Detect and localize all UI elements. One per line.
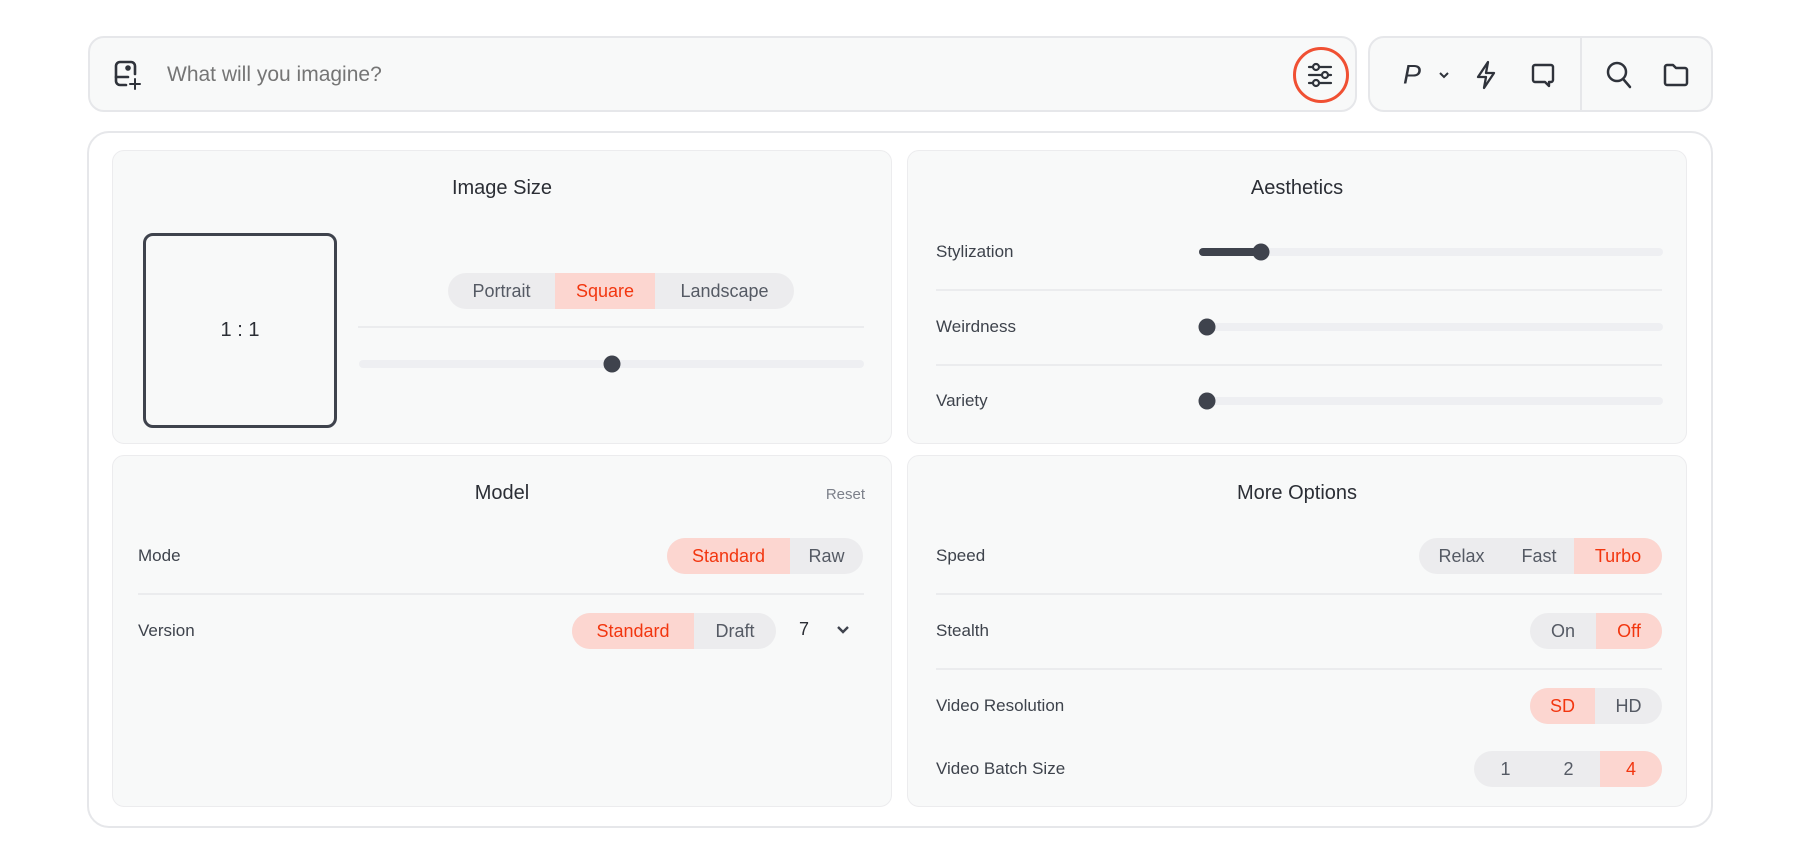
more-options-title: More Options: [1236, 482, 1358, 504]
slider-thumb[interactable]: [1198, 392, 1216, 410]
batch-size-4[interactable]: 4: [1600, 751, 1662, 787]
aspect-ratio-preview: 1 : 1: [143, 233, 337, 428]
speed-turbo[interactable]: Turbo: [1574, 538, 1662, 574]
toolbar-divider: [1580, 38, 1582, 110]
mode-standard[interactable]: Standard: [667, 538, 790, 574]
mode-selector: Standard Raw: [667, 538, 863, 574]
stealth-label: Stealth: [936, 621, 989, 640]
orientation-landscape[interactable]: Landscape: [680, 280, 769, 301]
divider: [936, 364, 1662, 366]
slider-thumb[interactable]: [1198, 318, 1216, 336]
chevron-down-icon: [837, 626, 849, 634]
variety-slider[interactable]: [1198, 392, 1663, 410]
settings-sliders-button[interactable]: [1293, 47, 1349, 103]
more-options-card: More Options Speed Relax Fast Turbo Stea…: [907, 455, 1687, 807]
mode-raw[interactable]: Raw: [808, 545, 845, 566]
slider-fill: [1199, 248, 1261, 256]
prompt-input[interactable]: [167, 56, 1217, 94]
version-number-dropdown[interactable]: 7: [799, 619, 859, 645]
speed-label: Speed: [936, 546, 986, 565]
orientation-portrait[interactable]: Portrait: [472, 280, 531, 301]
search-icon[interactable]: [1605, 60, 1633, 90]
version-selector: Standard Draft: [572, 613, 776, 649]
right-toolbar: P: [1368, 36, 1713, 112]
chat-icon[interactable]: [1529, 61, 1557, 89]
stealth-selector: On Off: [1530, 613, 1662, 649]
video-resolution-label: Video Resolution: [936, 696, 1065, 715]
personalize-button[interactable]: P: [1402, 59, 1422, 90]
video-batch-size-selector: 1 2 4: [1474, 751, 1662, 787]
sliders-icon: [1307, 62, 1333, 88]
orientation-selector: Portrait Square Landscape: [448, 273, 794, 309]
folder-icon[interactable]: [1662, 62, 1690, 88]
stealth-off[interactable]: Off: [1596, 613, 1662, 649]
divider: [936, 668, 1662, 670]
speed-selector: Relax Fast Turbo: [1419, 538, 1662, 574]
reset-button[interactable]: Reset: [825, 486, 865, 503]
stealth-on[interactable]: On: [1550, 620, 1575, 641]
version-label: Version: [138, 621, 195, 640]
divider: [936, 289, 1662, 291]
aspect-ratio-label: 1 : 1: [220, 319, 260, 341]
stylization-slider[interactable]: [1199, 243, 1663, 261]
weirdness-label: Weirdness: [936, 317, 1016, 336]
aesthetics-card: Aesthetics Stylization Weirdness Variety: [907, 150, 1687, 444]
image-add-icon[interactable]: [113, 59, 143, 91]
image-size-title: Image Size: [451, 177, 553, 199]
slider-thumb[interactable]: [603, 355, 620, 373]
slider-thumb[interactable]: [1252, 243, 1270, 261]
weirdness-slider[interactable]: [1198, 318, 1663, 336]
mode-label: Mode: [138, 546, 181, 565]
video-resolution-selector: SD HD: [1530, 688, 1662, 724]
model-title: Model: [474, 482, 530, 504]
aesthetics-title: Aesthetics: [1250, 177, 1344, 199]
video-resolution-hd[interactable]: HD: [1615, 695, 1642, 716]
divider: [936, 593, 1662, 595]
variety-label: Variety: [936, 391, 988, 410]
aspect-ratio-slider[interactable]: [359, 355, 864, 373]
model-card: Model Reset Mode Standard Raw Version St…: [112, 455, 892, 807]
speed-relax[interactable]: Relax: [1438, 545, 1485, 566]
version-draft[interactable]: Draft: [715, 620, 755, 641]
prompt-bar: [88, 36, 1357, 112]
image-size-card: Image Size 1 : 1 Portrait Square Landsca…: [112, 150, 892, 444]
speed-fast[interactable]: Fast: [1521, 545, 1557, 566]
orientation-square[interactable]: Square: [555, 273, 655, 309]
video-resolution-sd[interactable]: SD: [1530, 688, 1595, 724]
video-batch-size-label: Video Batch Size: [936, 759, 1066, 778]
stylization-label: Stylization: [936, 242, 1014, 261]
version-number: 7: [799, 619, 810, 639]
batch-size-2[interactable]: 2: [1563, 758, 1574, 779]
version-standard[interactable]: Standard: [572, 613, 694, 649]
divider: [358, 326, 864, 328]
bolt-icon[interactable]: [1474, 60, 1498, 90]
divider: [138, 593, 864, 595]
chevron-down-icon[interactable]: [1438, 71, 1450, 79]
batch-size-1[interactable]: 1: [1500, 758, 1511, 779]
